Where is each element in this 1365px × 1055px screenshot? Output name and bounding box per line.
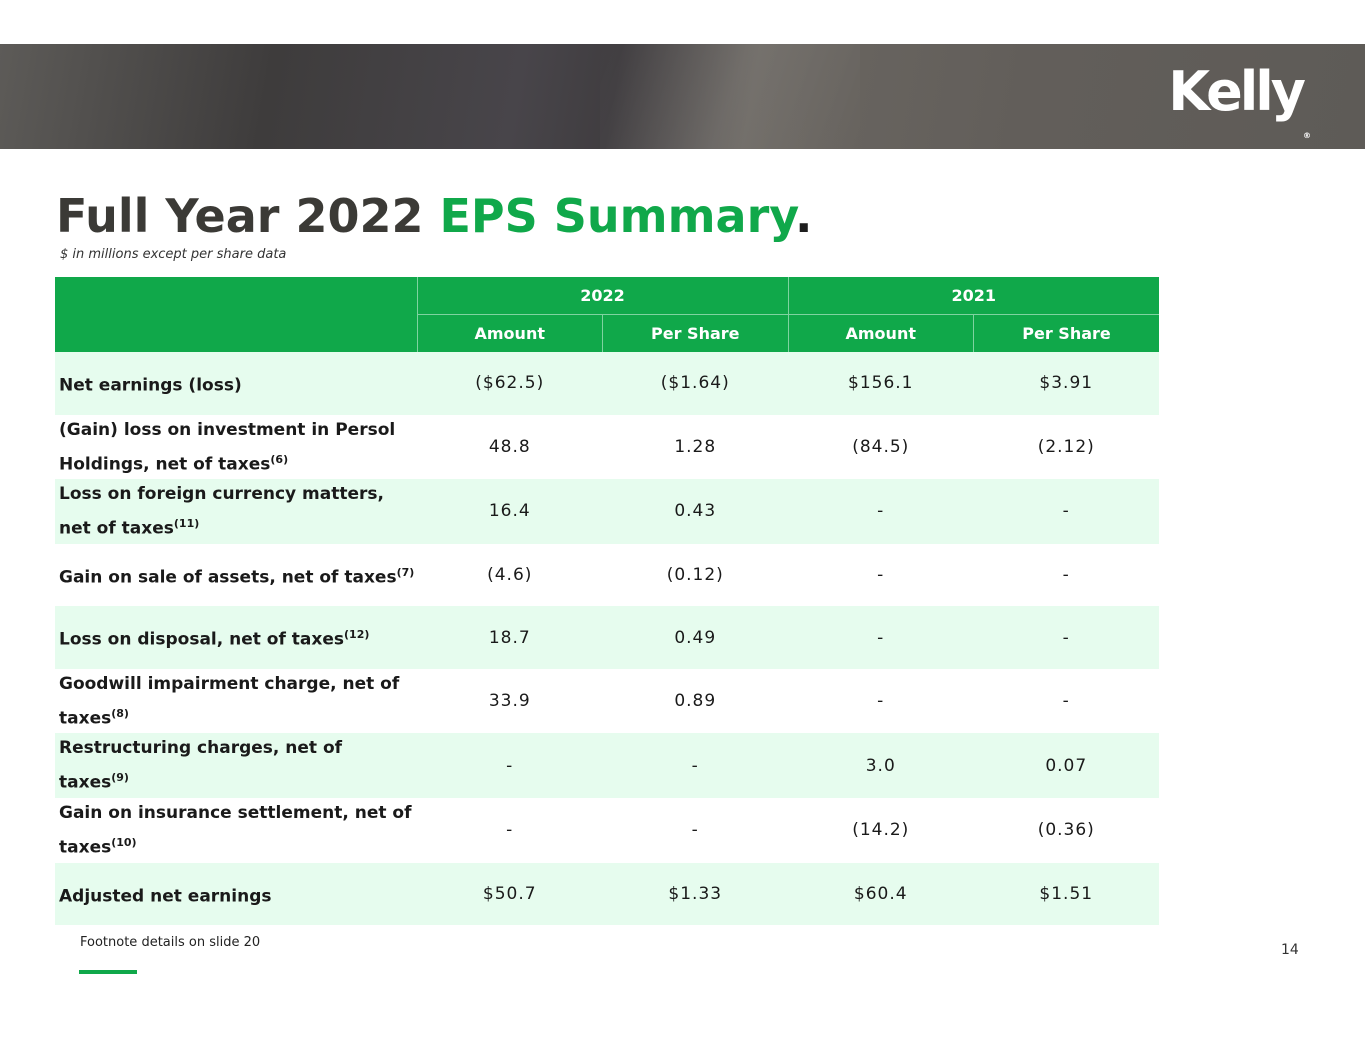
row-label-text: Adjusted net earnings — [59, 886, 272, 907]
value-cell: ($1.64) — [602, 352, 788, 415]
table-row: Gain on sale of assets, net of taxes(7)(… — [55, 544, 1159, 607]
value-cell: (0.36) — [1037, 820, 1095, 841]
logo-text: Kelly — [1168, 60, 1306, 123]
table-row: Loss on disposal, net of taxes(12) 18.7 0.… — [55, 606, 1159, 669]
value-cell: 0.43 — [602, 479, 788, 544]
year-header: 2021 — [787, 277, 1159, 315]
footnote-ref: (6) — [270, 452, 289, 466]
logo-registered-mark: ® — [1303, 131, 1311, 140]
column-header: Per Share — [602, 314, 788, 352]
value-cell: 1.28 — [674, 436, 717, 457]
column-header: Amount — [787, 314, 974, 352]
row-label: Loss on disposal, net of taxes(12) — [55, 606, 417, 669]
value-cell: - — [973, 479, 1159, 544]
title-part-2: EPS Summary — [439, 189, 796, 243]
table-row: Adjusted net earnings $50.7 $1.33 $60.4 $1.5… — [55, 862, 1159, 926]
value-cell: - — [877, 565, 885, 586]
row-label: (Gain) loss on investment in Persol Hold… — [55, 415, 417, 480]
table-row: (Gain) loss on investment in Persol Hold… — [55, 415, 1159, 480]
row-label: Gain on insurance settlement, net of tax… — [55, 798, 417, 863]
value-cell: $1.33 — [602, 862, 788, 926]
row-label-text: Goodwill impairment charge, net of taxes — [59, 673, 400, 729]
value-cell: 16.4 — [417, 479, 603, 544]
value-cell: 0.07 — [973, 733, 1159, 799]
value-cell: 3.0 — [788, 733, 974, 799]
row-label-text: Loss on disposal, net of taxes — [59, 629, 345, 650]
row-label-text: Gain on sale of assets, net of taxes — [59, 567, 397, 588]
page-number: 14 — [1281, 942, 1299, 958]
table-row: Gain on insurance settlement, net of tax… — [55, 798, 1159, 863]
value-cell: 18.7 — [417, 606, 603, 669]
table-row: Loss on foreign currency matters, net of… — [55, 479, 1159, 544]
footnote-ref: (10) — [111, 836, 137, 850]
value-cell: 0.89 — [674, 691, 717, 712]
value-cell: 48.8 — [488, 436, 531, 457]
value-cell: $50.7 — [417, 862, 603, 926]
page-title: Full Year 2022 EPS Summary. — [56, 188, 813, 244]
value-cell: (4.6) — [487, 565, 533, 586]
table-row: Restructuring charges, net of taxes(9) - -… — [55, 733, 1159, 799]
value-cell: 33.9 — [488, 691, 531, 712]
row-label: Restructuring charges, net of taxes(9) — [55, 733, 417, 799]
table-row: Net earnings (loss) ($62.5) ($1.64) $156.1 $… — [55, 352, 1159, 415]
value-cell: ($62.5) — [417, 352, 603, 415]
value-cell: - — [788, 606, 974, 669]
row-label: Adjusted net earnings — [55, 862, 417, 926]
row-label: Loss on foreign currency matters, net of… — [55, 479, 417, 544]
value-cell: $3.91 — [973, 352, 1159, 415]
units-note: $ in millions except per share data — [60, 247, 287, 262]
row-label-text: (Gain) loss on investment in Persol Hold… — [59, 419, 396, 475]
table-row: Goodwill impairment charge, net of taxes… — [55, 669, 1159, 734]
kelly-logo: Kelly ® — [1168, 60, 1311, 140]
row-label: Goodwill impairment charge, net of taxes… — [55, 669, 417, 734]
row-label-text: Net earnings (loss) — [59, 375, 242, 396]
value-cell: - — [973, 606, 1159, 669]
value-cell: - — [1062, 565, 1070, 586]
value-cell: 0.49 — [602, 606, 788, 669]
title-dot: . — [795, 189, 813, 243]
value-cell: - — [877, 691, 885, 712]
value-cell: (84.5) — [852, 436, 910, 457]
row-label-text: Loss on foreign currency matters, net of… — [59, 484, 384, 539]
value-cell: $1.51 — [973, 862, 1159, 926]
value-cell: - — [506, 820, 514, 841]
row-label: Net earnings (loss) — [55, 352, 417, 415]
footnote-ref: (12) — [344, 628, 370, 642]
value-cell: - — [1062, 691, 1070, 712]
year-header: 2022 — [416, 277, 788, 315]
value-cell: $60.4 — [788, 862, 974, 926]
value-cell: - — [788, 479, 974, 544]
column-header: Per Share — [973, 314, 1159, 352]
header-blank-cell — [55, 277, 417, 352]
footnote-ref: (9) — [111, 771, 129, 785]
row-label-text: Restructuring charges, net of taxes — [59, 738, 343, 794]
footnote-ref: (11) — [173, 517, 200, 531]
value-cell: (14.2) — [852, 820, 910, 841]
row-label-text: Gain on insurance settlement, net of tax… — [59, 803, 412, 858]
row-label: Gain on sale of assets, net of taxes(7) — [55, 544, 417, 607]
value-cell: - — [602, 733, 788, 799]
column-header: Amount — [416, 314, 603, 352]
accent-bar — [79, 970, 137, 974]
banner-sheen — [600, 44, 860, 149]
footnote: Footnote details on slide 20 — [80, 935, 261, 950]
footnote-ref: (8) — [111, 706, 129, 720]
title-part-1: Full Year 2022 — [56, 189, 424, 243]
table-body: Net earnings (loss) ($62.5) ($1.64) $156.1 $… — [55, 352, 1159, 926]
value-cell: (2.12) — [1037, 436, 1095, 457]
value-cell: - — [417, 733, 603, 799]
value-cell: (0.12) — [666, 565, 724, 586]
header-banner: Kelly ® — [0, 44, 1365, 149]
footnote-ref: (7) — [396, 565, 415, 579]
value-cell: - — [691, 820, 699, 841]
value-cell: $156.1 — [788, 352, 974, 415]
eps-summary-table: 2022 2021 Amount Per Share Amount Per Sh… — [55, 277, 1159, 926]
